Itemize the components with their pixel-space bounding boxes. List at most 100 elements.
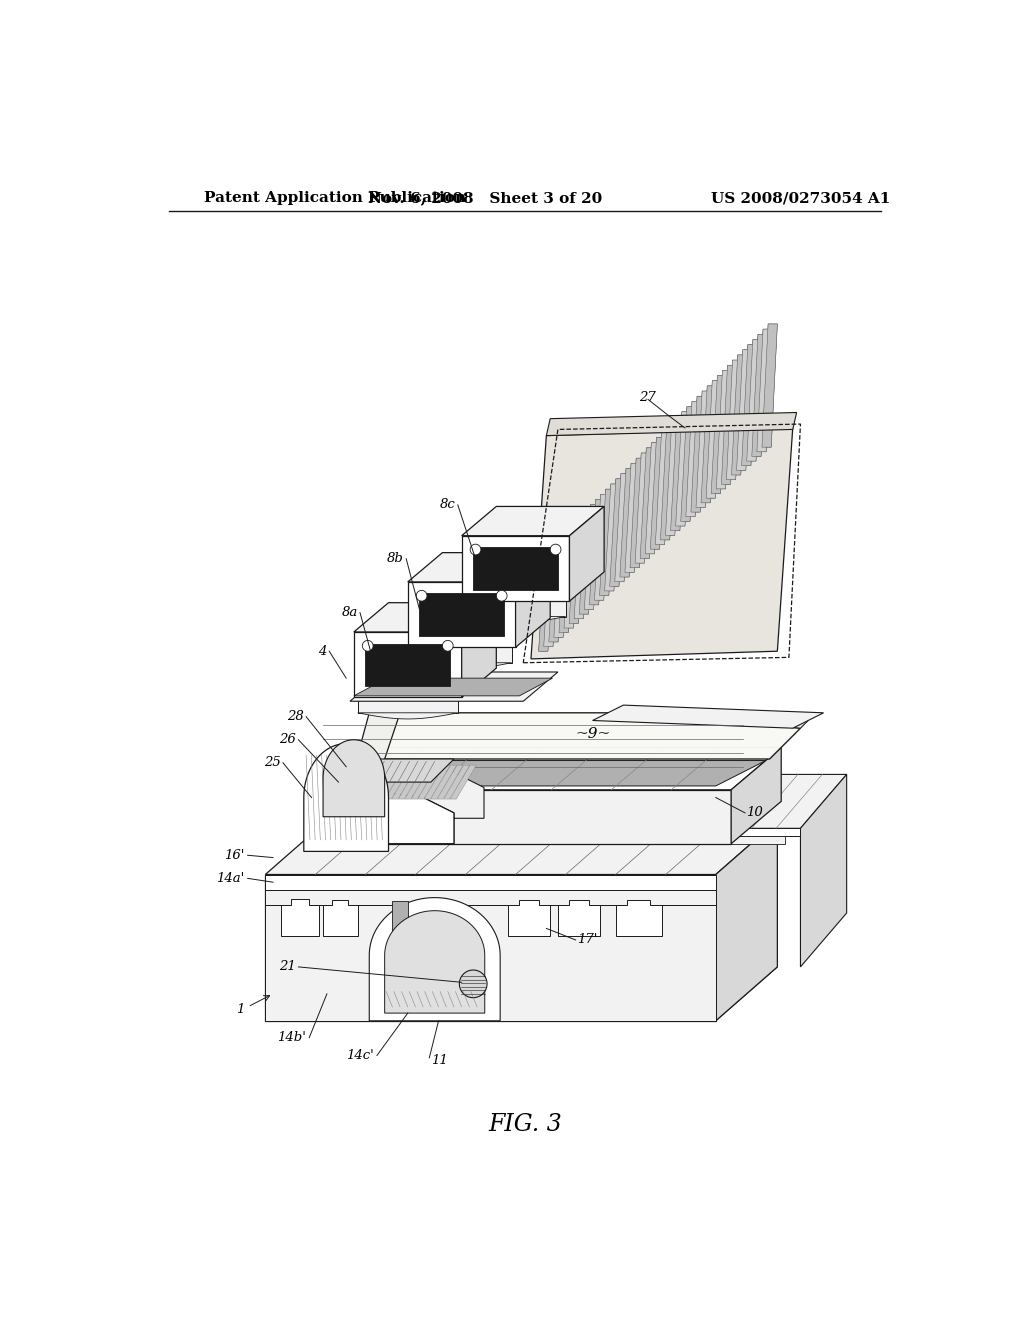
Polygon shape [462, 603, 497, 697]
Text: 8a: 8a [341, 606, 357, 619]
Polygon shape [404, 766, 431, 799]
Text: 14b': 14b' [276, 1031, 306, 1044]
Polygon shape [604, 484, 621, 591]
Polygon shape [544, 546, 559, 647]
Polygon shape [370, 713, 801, 759]
Polygon shape [354, 632, 462, 697]
Polygon shape [398, 766, 424, 799]
Polygon shape [757, 329, 772, 451]
Polygon shape [701, 385, 717, 503]
Polygon shape [311, 747, 781, 789]
Polygon shape [731, 355, 746, 475]
Text: 27: 27 [639, 391, 655, 404]
Polygon shape [620, 469, 635, 577]
Polygon shape [460, 970, 487, 998]
Polygon shape [346, 766, 373, 799]
Polygon shape [354, 603, 497, 632]
Polygon shape [590, 499, 605, 605]
Text: 14c': 14c' [346, 1049, 374, 1063]
Polygon shape [424, 766, 451, 799]
Polygon shape [462, 507, 604, 536]
Polygon shape [304, 743, 388, 851]
Polygon shape [654, 775, 847, 829]
Polygon shape [574, 515, 590, 619]
Polygon shape [473, 548, 558, 590]
Polygon shape [666, 422, 681, 536]
Polygon shape [357, 713, 458, 719]
Polygon shape [362, 640, 373, 651]
Polygon shape [281, 899, 319, 936]
Polygon shape [442, 640, 454, 651]
Polygon shape [585, 504, 600, 610]
Polygon shape [323, 739, 385, 817]
Polygon shape [412, 663, 512, 669]
Polygon shape [691, 396, 707, 512]
Polygon shape [640, 447, 655, 558]
Polygon shape [311, 768, 484, 843]
Text: 1: 1 [237, 1003, 245, 1016]
Polygon shape [569, 520, 585, 623]
Polygon shape [417, 590, 427, 601]
Text: Nov. 6, 2008   Sheet 3 of 20: Nov. 6, 2008 Sheet 3 of 20 [368, 191, 602, 206]
Polygon shape [379, 766, 404, 799]
Polygon shape [392, 766, 418, 799]
Polygon shape [366, 644, 451, 686]
Polygon shape [614, 474, 630, 582]
Polygon shape [418, 766, 443, 799]
Polygon shape [353, 766, 379, 799]
Polygon shape [726, 360, 741, 479]
Polygon shape [554, 536, 569, 638]
Polygon shape [752, 334, 767, 457]
Polygon shape [585, 504, 600, 610]
Polygon shape [408, 582, 515, 647]
Polygon shape [311, 789, 731, 843]
Polygon shape [671, 417, 686, 531]
Polygon shape [340, 766, 366, 799]
Text: FIG. 3: FIG. 3 [487, 1113, 562, 1137]
Polygon shape [635, 453, 650, 564]
Polygon shape [731, 355, 746, 475]
Polygon shape [716, 713, 808, 729]
Text: 14a': 14a' [216, 871, 245, 884]
Polygon shape [544, 546, 559, 647]
Polygon shape [385, 766, 412, 799]
Polygon shape [686, 401, 701, 516]
Polygon shape [640, 447, 655, 558]
Polygon shape [676, 412, 691, 525]
Polygon shape [801, 775, 847, 966]
Polygon shape [762, 323, 777, 447]
Text: 26: 26 [280, 733, 296, 746]
Polygon shape [392, 902, 408, 936]
Text: US 2008/0273054 A1: US 2008/0273054 A1 [711, 191, 890, 206]
Polygon shape [620, 469, 635, 577]
Polygon shape [385, 911, 484, 1014]
Polygon shape [558, 900, 600, 936]
Text: 17': 17' [578, 933, 598, 946]
Polygon shape [721, 366, 736, 484]
Polygon shape [654, 829, 801, 836]
Polygon shape [691, 396, 707, 512]
Polygon shape [466, 616, 565, 623]
Polygon shape [681, 407, 696, 521]
Polygon shape [625, 463, 640, 573]
Polygon shape [564, 525, 580, 628]
Text: 10: 10 [746, 807, 763, 820]
Polygon shape [539, 552, 554, 651]
Polygon shape [635, 453, 650, 564]
Polygon shape [559, 531, 574, 632]
Polygon shape [741, 345, 757, 466]
Polygon shape [660, 428, 676, 540]
Polygon shape [752, 334, 767, 457]
Polygon shape [265, 966, 777, 1020]
Polygon shape [334, 766, 359, 799]
Text: 4: 4 [318, 644, 327, 657]
Polygon shape [451, 766, 476, 799]
Polygon shape [741, 345, 757, 466]
Text: 28: 28 [287, 710, 304, 723]
Polygon shape [539, 552, 554, 651]
Polygon shape [655, 433, 671, 545]
Polygon shape [265, 890, 716, 906]
Polygon shape [696, 391, 712, 507]
Text: ~9~: ~9~ [574, 727, 610, 742]
Polygon shape [721, 366, 736, 484]
